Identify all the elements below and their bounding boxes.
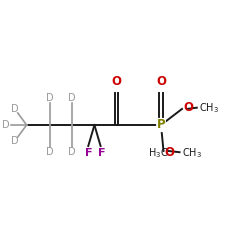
Text: CH$_3$: CH$_3$	[182, 146, 203, 160]
Text: H$_3$C: H$_3$C	[148, 146, 169, 160]
Text: D: D	[12, 136, 19, 146]
Text: D: D	[46, 147, 54, 157]
Text: O: O	[164, 146, 174, 159]
Text: F: F	[84, 148, 92, 158]
Text: O: O	[112, 75, 122, 88]
Text: D: D	[46, 93, 54, 103]
Text: CH$_3$: CH$_3$	[198, 101, 218, 114]
Text: D: D	[2, 120, 10, 130]
Text: D: D	[68, 93, 76, 103]
Text: P: P	[157, 118, 165, 132]
Text: O: O	[183, 101, 193, 114]
Text: D: D	[12, 104, 19, 114]
Text: F: F	[98, 148, 105, 158]
Text: D: D	[68, 147, 76, 157]
Text: O: O	[156, 75, 166, 88]
